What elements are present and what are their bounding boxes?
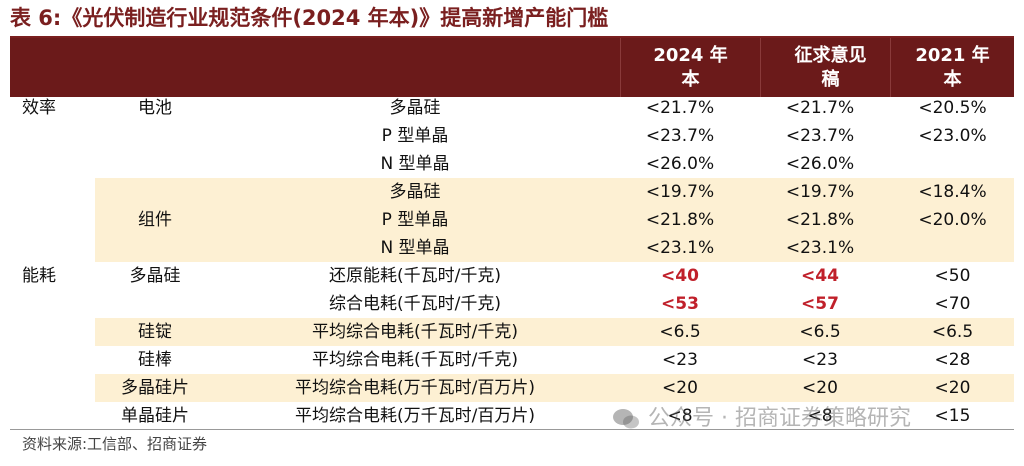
cell-c3: 还原能耗(千瓦时/千克) [329,266,501,286]
cell-vdraft: <23.7% [785,126,855,146]
header-2021-line2: 本 [943,68,962,90]
cell-v2021: <50 [934,266,971,286]
cell-v2024: <21.8% [645,210,715,230]
cell-c3: 多晶硅 [389,182,441,202]
cell-vdraft: <23 [802,350,838,370]
cell-v2024: <23.7% [645,126,715,146]
bottom-divider [10,429,1014,430]
cell-v2021: <15 [934,406,971,426]
table-header: 2024 年本 征求意见稿 2021 年本 [10,38,1014,97]
cell-c2 [95,234,215,262]
watermark: 公众号 · 招商证券策略研究 [612,404,911,434]
wechat-icon [612,407,640,431]
cell-vdraft: <44 [801,266,839,286]
cell-v2024: <8 [667,406,693,426]
cell-vdraft: <21.7% [785,98,855,118]
title-divider [10,36,1014,38]
cell-v2024: <21.7% [645,98,715,118]
cell-c2: 单晶硅片 [121,406,189,426]
cell-c2: 多晶硅 [129,266,181,286]
cell-v2024: <23.1% [645,238,715,258]
header-draft: 征求意见稿 [760,38,900,97]
cell-c3: N 型单晶 [380,238,450,258]
ingot-band [95,318,1014,346]
table-title: 表 6:《光伏制造行业规范条件(2024 年本)》提高新增产能门槛 [10,6,609,30]
cell-v2021: <6.5 [931,322,974,342]
cell-c2: 硅棒 [138,350,172,370]
header-draft-line1: 征求意见 [794,44,867,66]
cell-c2: 电池 [138,98,172,118]
cell-c3: 综合电耗(千瓦时/千克) [329,294,501,314]
cell-vdraft: <19.7% [785,182,855,202]
cell-c2 [95,178,215,206]
cell-v2024: <20 [662,378,698,398]
cell-vdraft: <26.0% [785,154,855,174]
header-2024: 2024 年本 [620,38,760,97]
header-2021: 2021 年本 [890,38,1014,97]
cell-c2 [95,150,215,178]
cell-c2 [95,290,215,318]
cell-vdraft: <23.1% [785,238,855,258]
cell-c3: P 型单晶 [381,126,449,146]
cell-vdraft: <8 [807,406,833,426]
cell-c2: 组件 [138,210,172,230]
cell-v2021 [890,150,1015,178]
cell-c3: 平均综合电耗(万千瓦时/百万片) [295,406,535,426]
module-band [95,178,1014,262]
header-2024-line1: 2024 年 [653,44,728,66]
cell-v2021: <28 [934,350,971,370]
header-2024-line2: 本 [681,68,700,90]
cell-c3: 平均综合电耗(万千瓦时/百万片) [295,378,535,398]
cell-c2: 多晶硅片 [121,378,189,398]
cell-v2021 [890,234,1015,262]
cell-c2 [95,122,215,150]
cell-v2024: <23 [662,350,698,370]
cell-v2021: <20.5% [918,98,987,118]
cell-c3: P 型单晶 [381,210,449,230]
cell-v2024: <40 [661,266,699,286]
cell-vdraft: <21.8% [785,210,855,230]
cell-v2021: <70 [934,294,971,314]
cell-v2024: <19.7% [645,182,715,202]
header-draft-line2: 稿 [821,68,840,90]
cell-v2024: <53 [661,294,699,314]
cell-v2024: <26.0% [645,154,715,174]
cell-c3: N 型单晶 [380,154,450,174]
cell-c3: 平均综合电耗(千瓦时/千克) [312,322,518,342]
header-2021-line1: 2021 年 [915,44,990,66]
cell-vdraft: <20 [802,378,838,398]
cell-c1: 能耗 [22,266,56,286]
cell-vdraft: <57 [801,294,839,314]
cell-c1: 效率 [22,98,56,118]
watermark-text: 公众号 · 招商证券策略研究 [648,406,911,431]
cell-v2021: <20.0% [918,210,987,230]
cell-v2021: <23.0% [918,126,987,146]
cell-v2021: <20 [934,378,971,398]
cell-c3: 平均综合电耗(千瓦时/千克) [312,350,518,370]
source-note: 资料来源:工信部、招商证券 [22,435,208,453]
cell-c2: 硅锭 [138,322,172,342]
cell-c3: 多晶硅 [389,98,441,118]
cell-vdraft: <6.5 [799,322,841,342]
cell-v2024: <6.5 [659,322,701,342]
poly-wafer-band [95,374,1014,402]
cell-v2021: <18.4% [918,182,987,202]
